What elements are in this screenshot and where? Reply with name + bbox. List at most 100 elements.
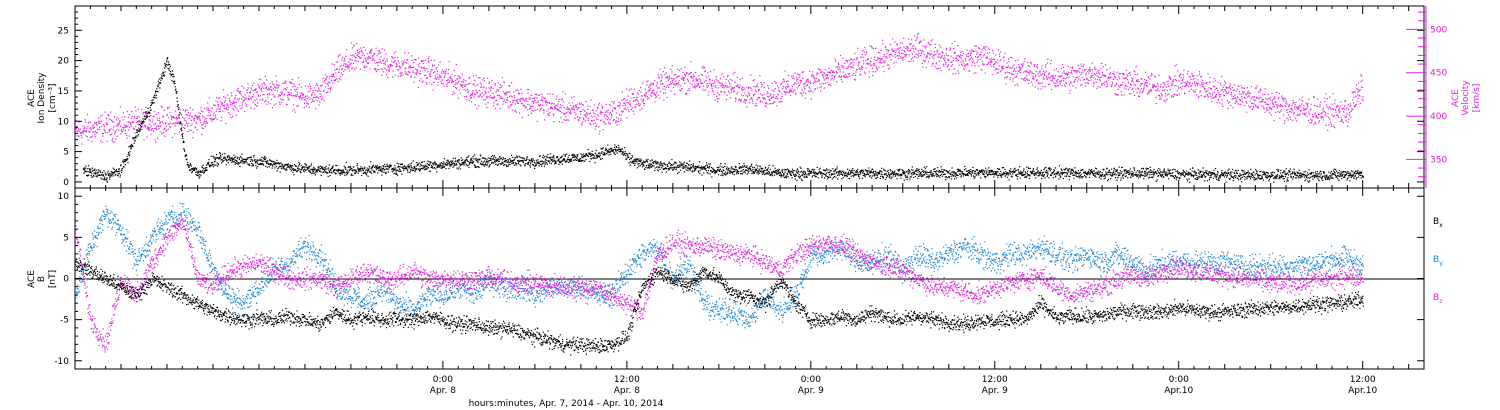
- velocity-series-point: [450, 78, 452, 80]
- velocity-series-point: [366, 66, 368, 68]
- density-series-point: [128, 146, 130, 148]
- velocity-series-point: [1135, 66, 1137, 68]
- density-series-point: [122, 161, 124, 163]
- velocity-series-point: [824, 69, 827, 71]
- velocity-series-point: [314, 89, 316, 91]
- velocity-series-point: [659, 97, 661, 99]
- velocity-series-point: [112, 141, 114, 143]
- velocity-series-point: [944, 62, 946, 64]
- velocity-series-point: [544, 119, 546, 121]
- velocity-series-point: [611, 115, 613, 117]
- velocity-series-point: [1272, 106, 1274, 108]
- velocity-series-point: [850, 62, 852, 64]
- velocity-series-point: [363, 66, 365, 68]
- velocity-series-point: [900, 57, 902, 59]
- velocity-series-point: [113, 126, 115, 128]
- velocity-series-point: [1033, 64, 1035, 66]
- velocity-series-point: [1282, 99, 1284, 101]
- velocity-series-point: [860, 67, 862, 69]
- velocity-series-point: [529, 107, 531, 109]
- velocity-series-point: [839, 69, 841, 71]
- density-series-point: [119, 176, 121, 178]
- velocity-series-point: [1065, 82, 1067, 84]
- velocity-series-point: [202, 111, 204, 113]
- velocity-series-point: [221, 103, 223, 105]
- density-series-point: [167, 64, 169, 66]
- velocity-series-point: [80, 132, 82, 134]
- velocity-series-point: [740, 100, 742, 102]
- density-series-point: [226, 160, 228, 162]
- velocity-series-point: [1088, 79, 1090, 82]
- velocity-series-point: [632, 110, 634, 112]
- velocity-series-point: [552, 113, 554, 115]
- density-series-point: [308, 167, 310, 169]
- velocity-series-point: [590, 99, 592, 101]
- velocity-series-point: [212, 114, 214, 116]
- velocity-series-point: [537, 102, 539, 104]
- velocity-series-point: [1071, 73, 1073, 75]
- velocity-series-point: [155, 127, 157, 129]
- velocity-series-point: [296, 88, 298, 90]
- velocity-series-point: [198, 116, 200, 118]
- density-series-point: [297, 167, 299, 169]
- density-series-point: [298, 168, 300, 170]
- velocity-series-point: [1220, 89, 1222, 92]
- density-series-point: [266, 166, 269, 168]
- velocity-series-point: [104, 111, 106, 113]
- velocity-series-point: [341, 69, 343, 71]
- velocity-series-point: [1034, 86, 1036, 88]
- velocity-series-point: [589, 122, 591, 125]
- velocity-series-point: [739, 79, 741, 81]
- velocity-series-point: [1094, 68, 1096, 70]
- velocity-series-point: [735, 100, 737, 102]
- velocity-series-point: [981, 60, 984, 62]
- velocity-series-point: [285, 82, 287, 84]
- velocity-series-point: [1328, 106, 1330, 108]
- density-series-point: [275, 166, 277, 168]
- velocity-series-point: [344, 59, 346, 61]
- velocity-series-point: [1298, 114, 1300, 116]
- velocity-series-point: [945, 63, 947, 65]
- velocity-series-point: [331, 80, 333, 82]
- density-series-point: [234, 159, 236, 161]
- velocity-series-point: [728, 92, 730, 94]
- velocity-series-point: [720, 91, 722, 93]
- velocity-series-point: [418, 72, 420, 75]
- velocity-series-point: [322, 81, 324, 83]
- velocity-series-point: [303, 107, 305, 109]
- velocity-series-point: [151, 121, 153, 123]
- velocity-series-point: [595, 118, 598, 120]
- velocity-series-point: [83, 129, 85, 131]
- density-series-point: [212, 155, 214, 157]
- velocity-series-point: [1235, 101, 1237, 103]
- velocity-series-point: [760, 86, 762, 88]
- velocity-series-point: [130, 117, 132, 120]
- velocity-series-point: [771, 103, 774, 105]
- velocity-series-point: [1022, 78, 1024, 80]
- density-series-point: [119, 170, 121, 172]
- velocity-series-point: [362, 60, 365, 62]
- density-series-point: [178, 107, 180, 109]
- velocity-series-point: [1310, 122, 1313, 124]
- density-series-point: [132, 145, 134, 148]
- velocity-series-point: [290, 92, 292, 94]
- velocity-series-point: [487, 77, 489, 79]
- velocity-series-point: [691, 77, 694, 79]
- velocity-series-point: [831, 75, 833, 77]
- velocity-series-point: [585, 112, 587, 114]
- velocity-series-point: [816, 80, 818, 83]
- velocity-series-point: [145, 116, 147, 118]
- density-series-point: [245, 159, 247, 161]
- velocity-series-point: [1164, 84, 1166, 86]
- density-series-point: [210, 155, 212, 157]
- velocity-series-point: [220, 106, 222, 108]
- velocity-series-point: [1192, 78, 1194, 80]
- velocity-series-point: [1283, 114, 1285, 116]
- velocity-series-point: [775, 82, 777, 84]
- velocity-series-point: [368, 57, 370, 59]
- velocity-series-point: [1138, 95, 1141, 98]
- velocity-series-point: [157, 119, 159, 121]
- velocity-series-point: [894, 41, 896, 43]
- velocity-series-point: [215, 116, 217, 118]
- velocity-series-point: [1110, 77, 1112, 79]
